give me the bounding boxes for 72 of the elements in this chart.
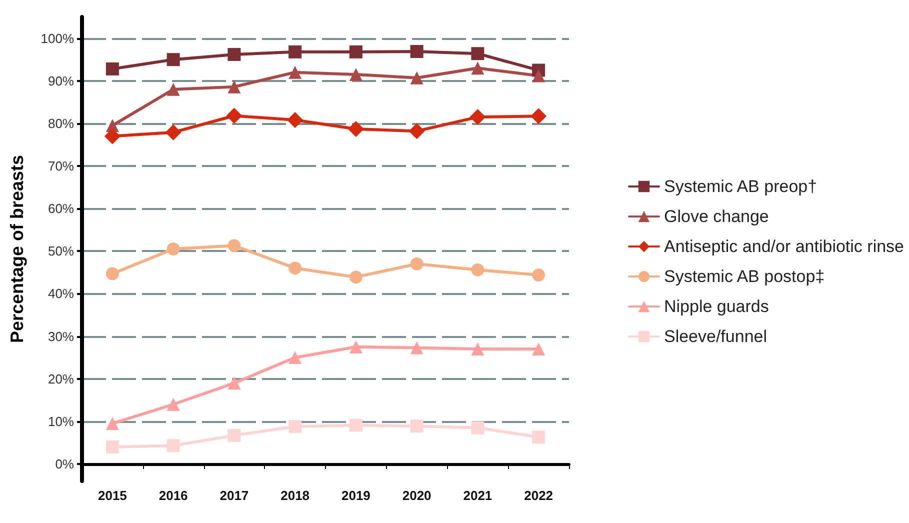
point [532,430,546,444]
point [410,71,424,84]
point [349,45,362,58]
point [228,376,241,390]
legend-label: Systemic AB preop† [664,177,818,196]
point [470,109,486,126]
point [165,124,182,140]
point [410,44,424,58]
point [471,342,484,356]
point [288,420,302,434]
legend-label: Glove change [664,207,769,226]
point [166,242,180,256]
point [471,47,484,60]
point [287,112,304,128]
legend-label: Sleeve/funnel [664,327,768,346]
point [166,53,180,66]
y-tick-label: 70% [48,158,74,174]
x-tick-label: 2022 [524,488,554,503]
y-tick-label: 40% [48,286,74,302]
point [532,342,546,356]
point [349,340,362,354]
point [166,82,180,96]
legend-label: Nipple guards [664,297,769,316]
x-tick-label: 2015 [98,488,127,503]
point [410,257,424,270]
y-tick-label: 30% [48,328,74,344]
point [349,68,362,81]
point [288,351,302,364]
x-tick-label: 2019 [341,488,370,503]
y-tick-label: 50% [48,244,74,259]
y-tick-label: 0% [55,456,74,472]
point [471,421,484,434]
point [471,263,484,276]
point [530,108,547,124]
point [532,268,546,282]
point [166,439,180,452]
point [104,128,120,144]
y-tick-label: 80% [48,116,74,131]
point [288,45,302,58]
point [228,239,241,252]
y-tick-label: 90% [48,73,74,88]
point [471,62,484,75]
point [106,267,119,280]
y-tick-label: 20% [48,371,74,386]
point [166,398,180,411]
legend-label: Antiseptic and/or antibiotic rinse [664,237,904,256]
point [226,108,242,124]
x-tick-label: 2017 [220,488,249,503]
y-tick-label: 60% [48,201,74,216]
point [228,428,241,442]
point [349,270,362,284]
y-tick-label: 10% [48,414,74,429]
y-axis-title: Percentage of breasts [7,154,27,344]
point [410,341,424,354]
point [410,420,424,433]
x-tick-label: 2016 [158,488,188,503]
point [106,417,119,430]
point [349,418,362,432]
y-tick-label: 100% [40,30,74,46]
point [288,66,302,79]
point [228,48,241,61]
point [228,80,241,94]
point [348,120,364,137]
x-tick-label: 2021 [463,488,492,503]
point [408,123,425,140]
point [532,69,546,82]
point [106,440,119,454]
x-tick-label: 2020 [402,488,432,503]
point [288,262,302,275]
legend-label: Systemic AB postop‡ [664,267,825,286]
x-tick-label: 2018 [280,488,310,503]
point [106,62,119,76]
